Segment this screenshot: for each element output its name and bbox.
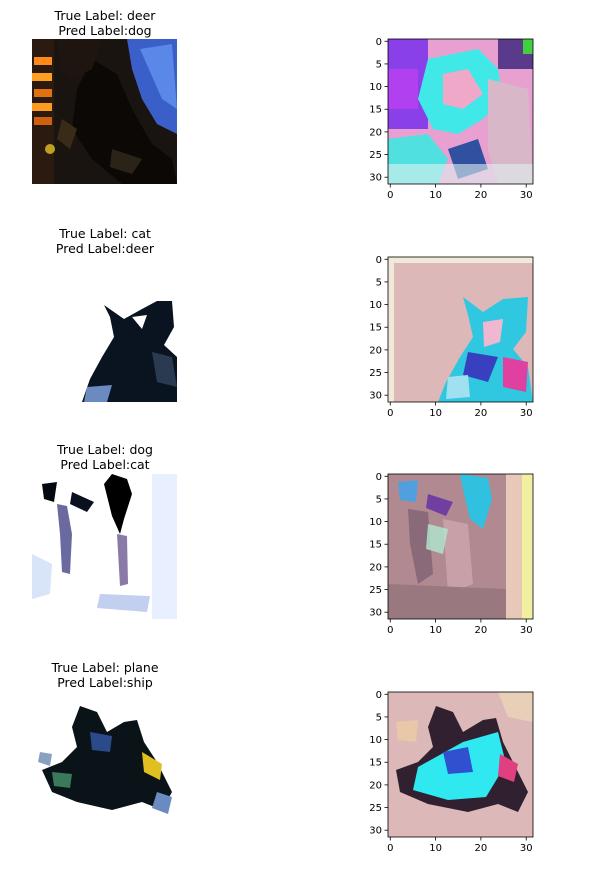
true-label: True Label: plane bbox=[51, 660, 159, 675]
x-tick-label: 20 bbox=[475, 843, 488, 854]
y-tick-label: 25 bbox=[369, 585, 382, 596]
panel-2-saliency-axes: 0 10 20 30 0 5 10 15 20 25 30 bbox=[356, 254, 556, 434]
deer-misclassified-image bbox=[32, 39, 177, 184]
y-tick-label: 20 bbox=[369, 780, 382, 791]
y-tick-label: 30 bbox=[369, 391, 382, 402]
y-tick-label: 5 bbox=[376, 494, 382, 505]
x-tick-label: 10 bbox=[429, 625, 442, 636]
pred-label: Pred Label:cat bbox=[60, 457, 150, 472]
true-label: True Label: deer bbox=[54, 8, 156, 23]
y-tick-label: 10 bbox=[369, 300, 382, 311]
x-tick-label: 20 bbox=[475, 190, 488, 201]
x-tick-label: 20 bbox=[475, 408, 488, 419]
y-tick-label: 0 bbox=[376, 472, 382, 483]
cat-misclassified-image bbox=[32, 257, 177, 402]
panel-4-saliency-axes: 0 10 20 30 0 5 10 15 20 25 30 bbox=[356, 689, 556, 869]
y-tick-label: 10 bbox=[369, 735, 382, 746]
y-tick-label: 15 bbox=[369, 323, 382, 334]
y-tick-label: 30 bbox=[369, 608, 382, 619]
panel-3-title: True Label: dog Pred Label:cat bbox=[30, 442, 180, 472]
y-tick-label: 5 bbox=[376, 712, 382, 723]
pred-label: Pred Label:ship bbox=[57, 675, 153, 690]
panel-2-title: True Label: cat Pred Label:deer bbox=[30, 226, 180, 256]
y-tick-label: 0 bbox=[376, 37, 382, 48]
y-tick-label: 25 bbox=[369, 150, 382, 161]
y-tick-label: 25 bbox=[369, 368, 382, 379]
x-tick-label: 0 bbox=[387, 625, 393, 636]
x-tick-label: 10 bbox=[429, 190, 442, 201]
true-label: True Label: dog bbox=[57, 442, 153, 457]
pred-label: Pred Label:dog bbox=[58, 23, 152, 38]
y-tick-label: 15 bbox=[369, 758, 382, 769]
y-tick-label: 20 bbox=[369, 127, 382, 138]
y-tick-label: 20 bbox=[369, 562, 382, 573]
pred-label: Pred Label:deer bbox=[55, 241, 155, 256]
x-tick-label: 10 bbox=[429, 408, 442, 419]
x-tick-label: 30 bbox=[520, 408, 533, 419]
saliency-axes-svg: 0 10 20 30 0 5 10 15 20 25 30 bbox=[369, 37, 534, 201]
saliency-axes-svg: 0 10 20 30 0 5 10 15 20 25 30 bbox=[369, 255, 534, 419]
true-label: True Label: cat bbox=[59, 226, 151, 241]
saliency-axes-svg: 0 10 20 30 0 5 10 15 20 25 30 bbox=[369, 690, 534, 854]
panel-3-saliency-axes: 0 10 20 30 0 5 10 15 20 25 30 bbox=[356, 471, 556, 651]
panel-1-saliency-axes: 0 10 20 30 0 5 10 15 20 25 30 bbox=[356, 36, 556, 216]
y-tick-label: 15 bbox=[369, 540, 382, 551]
y-tick-label: 25 bbox=[369, 803, 382, 814]
saliency-axes-svg: 0 10 20 30 0 5 10 15 20 25 30 bbox=[369, 472, 534, 636]
panel-4-title: True Label: plane Pred Label:ship bbox=[30, 660, 180, 690]
plane-misclassified-image bbox=[32, 692, 177, 837]
x-tick-label: 20 bbox=[475, 625, 488, 636]
x-tick-label: 10 bbox=[429, 843, 442, 854]
y-tick-label: 20 bbox=[369, 345, 382, 356]
y-tick-label: 30 bbox=[369, 173, 382, 184]
y-tick-label: 15 bbox=[369, 105, 382, 116]
x-tick-label: 0 bbox=[387, 408, 393, 419]
y-tick-label: 30 bbox=[369, 826, 382, 837]
panel-1-title: True Label: deer Pred Label:dog bbox=[30, 8, 180, 38]
dog-misclassified-image bbox=[32, 474, 177, 619]
y-tick-label: 5 bbox=[376, 277, 382, 288]
y-tick-label: 0 bbox=[376, 255, 382, 266]
y-tick-label: 10 bbox=[369, 82, 382, 93]
x-tick-label: 30 bbox=[520, 190, 533, 201]
x-tick-label: 30 bbox=[520, 843, 533, 854]
x-tick-label: 0 bbox=[387, 190, 393, 201]
x-tick-label: 30 bbox=[520, 625, 533, 636]
y-tick-label: 0 bbox=[376, 690, 382, 701]
y-tick-label: 10 bbox=[369, 517, 382, 528]
x-tick-label: 0 bbox=[387, 843, 393, 854]
y-tick-label: 5 bbox=[376, 59, 382, 70]
